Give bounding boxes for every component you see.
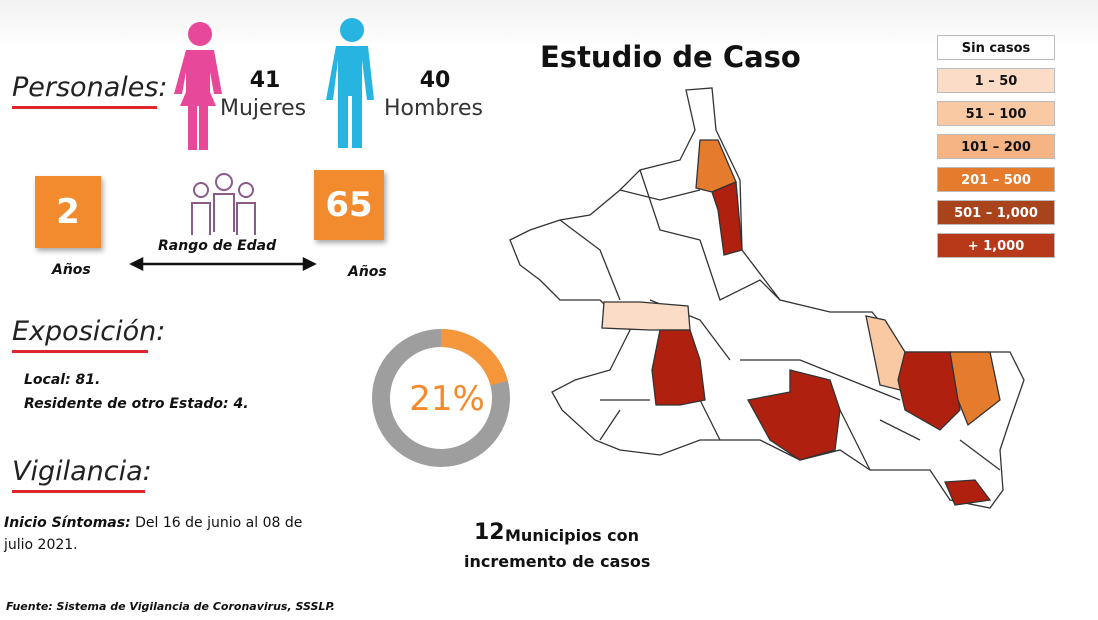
age-max: 65: [314, 170, 384, 240]
legend-entry: 51 – 100: [937, 101, 1055, 126]
legend-entry: 101 – 200: [937, 134, 1055, 159]
donut-arc: [372, 329, 510, 467]
onset-text: Del 16 de junio al 08 de julio 2021.: [4, 515, 303, 553]
man-icon: [326, 18, 374, 148]
source: Fuente: Sistema de Vigilancia de Coronav…: [6, 600, 335, 613]
age-range-label: Rango de Edad: [158, 238, 277, 254]
legend-entry: 501 – 1,000: [937, 200, 1055, 225]
local: Local: 81.: [24, 372, 101, 388]
range-arrow: [129, 256, 317, 272]
group-icon: [191, 173, 256, 235]
legend-entry: 1 – 50: [937, 68, 1055, 93]
summary-count: 12: [474, 520, 505, 545]
women-label: Mujeres: [220, 96, 307, 121]
legend: Sin casos 1 – 50 51 – 100 101 – 200 201 – 50…: [937, 35, 1055, 266]
age-min: 2: [35, 176, 101, 248]
donut-label: 21%: [409, 379, 485, 419]
summary-line2: incremento de casos: [464, 552, 651, 571]
summary-line1: Municipios con: [505, 526, 640, 545]
underline: [12, 106, 157, 109]
age-min-unit: Años: [52, 262, 91, 278]
woman-icon: [174, 22, 222, 150]
women-count: 41: [249, 68, 281, 93]
legend-entry: + 1,000: [937, 233, 1055, 258]
legend-entry: Sin casos: [937, 35, 1055, 60]
personales-heading: Personales:: [12, 72, 168, 103]
other-state: Residente de otro Estado: 4.: [24, 396, 249, 412]
underline: [12, 350, 148, 353]
age-max-unit: Años: [348, 264, 387, 280]
vigilancia-heading: Vigilancia:: [12, 456, 152, 487]
onset: Inicio Síntomas: Del 16 de junio al 08 d…: [4, 512, 334, 556]
onset-label: Inicio Síntomas:: [4, 515, 131, 531]
map: [509, 87, 1025, 509]
map-title: Estudio de Caso: [540, 40, 801, 74]
men-count: 40: [419, 68, 451, 93]
men-label: Hombres: [384, 96, 483, 121]
underline: [12, 490, 145, 493]
legend-entry: 201 – 500: [937, 167, 1055, 192]
exposicion-heading: Exposición:: [12, 316, 166, 347]
